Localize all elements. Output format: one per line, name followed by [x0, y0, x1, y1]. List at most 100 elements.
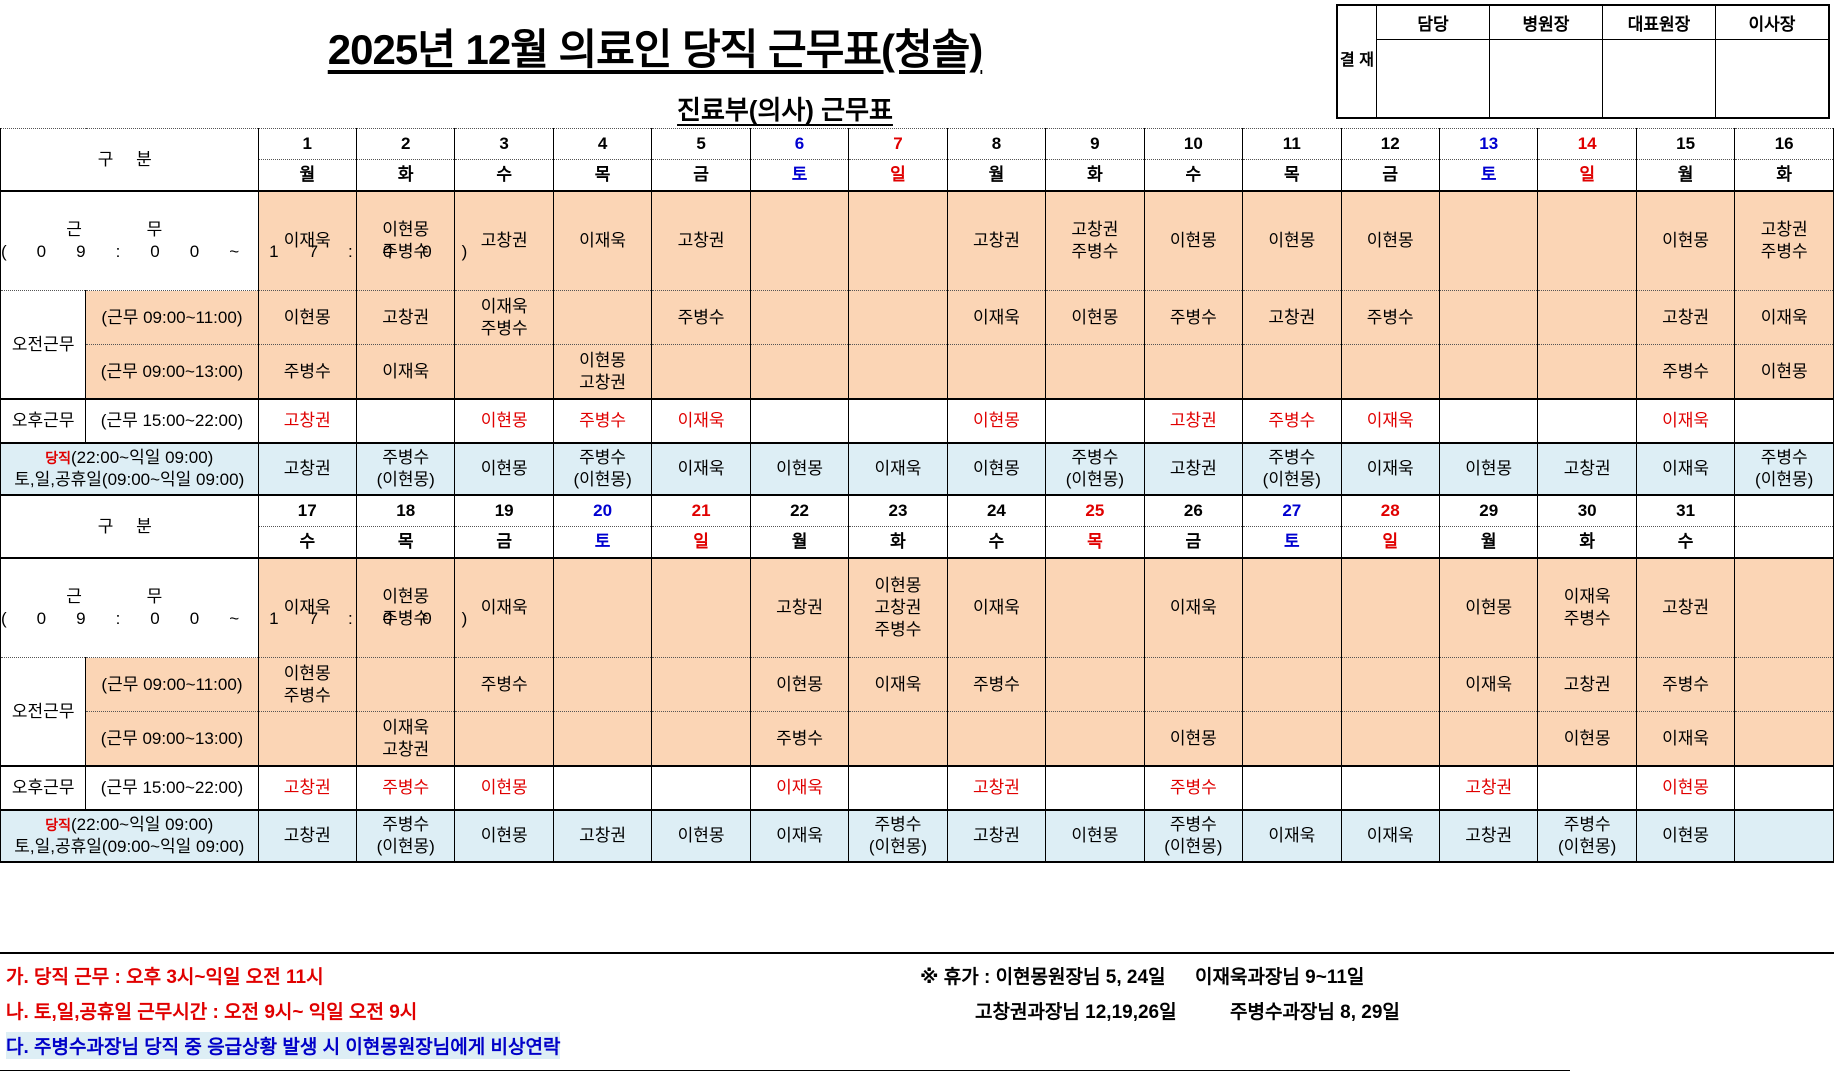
cell-morning-1-s2-13: 고창권: [1537, 657, 1637, 712]
cell-afternoon-1-s1-4: 이재욱: [651, 398, 751, 444]
cell-morning-1-s2-2: 주병수: [454, 657, 554, 712]
day-weekday-s1-9: 수: [1143, 159, 1244, 192]
cell-night-s2-9: 주병수 (이현몽): [1143, 809, 1244, 863]
day-weekday-s2-14: 수: [1635, 526, 1736, 559]
approval-sign-1[interactable]: [1489, 39, 1603, 119]
cell-morning-2-s1-4: [651, 344, 751, 400]
cell-day-shift-s1-15: 고창권 주병수: [1734, 190, 1834, 291]
day-weekday-s2-0: 수: [257, 526, 357, 559]
cell-day-shift-s2-10: [1242, 557, 1342, 658]
cell-morning-2-s1-7: [946, 344, 1047, 400]
cell-night-s2-0: 고창권: [257, 809, 357, 863]
approval-sign-3[interactable]: [1715, 39, 1830, 119]
cell-afternoon-1-s2-13: [1537, 765, 1637, 811]
cell-afternoon-1-s2-2: 이현몽: [454, 765, 554, 811]
cell-morning-2-s1-1: 이재욱: [355, 344, 456, 400]
cell-morning-2-s1-3: 이현몽 고창권: [552, 344, 653, 400]
day-weekday-s1-4: 금: [651, 159, 751, 192]
cell-day-shift-s1-0: 이재욱: [257, 190, 357, 291]
cell-morning-1-s1-0: 이현몽: [257, 290, 357, 345]
cell-day-shift-s1-6: [848, 190, 948, 291]
day-weekday-s1-7: 월: [946, 159, 1047, 192]
vacation-item-2: 이재욱과장님 9~11일: [1195, 967, 1365, 988]
cell-day-shift-s2-8: [1045, 557, 1145, 658]
cell-morning-2-s1-6: [848, 344, 948, 400]
approval-col-2: 대표원장: [1602, 4, 1716, 40]
cell-morning-1-s1-8: 이현몽: [1045, 290, 1145, 345]
cell-morning-1-s2-1: [355, 657, 456, 712]
cell-morning-1-s2-12: 이재욱: [1438, 657, 1539, 712]
cell-afternoon-1-s1-10: 주병수: [1242, 398, 1342, 444]
approval-sign-0[interactable]: [1376, 39, 1490, 119]
cell-night-s1-8: 주병수 (이현몽): [1045, 442, 1145, 496]
cell-night-s2-14: 이현몽: [1635, 809, 1736, 863]
day-weekday-s1-2: 수: [454, 159, 554, 192]
approval-sign-2[interactable]: [1602, 39, 1716, 119]
cell-morning-2-s1-2: [454, 344, 554, 400]
cell-night-s1-5: 이현몽: [749, 442, 850, 496]
cell-morning-1-s1-14: 고창권: [1635, 290, 1736, 345]
day-weekday-s2-13: 화: [1537, 526, 1637, 559]
cell-afternoon-1-s1-11: 이재욱: [1340, 398, 1440, 444]
cell-day-shift-s2-0: 이재욱: [257, 557, 357, 658]
cell-night-s1-6: 이재욱: [848, 442, 948, 496]
cell-morning-2-s2-12: [1438, 711, 1539, 767]
cell-night-s2-5: 이재욱: [749, 809, 850, 863]
cell-afternoon-1-s1-0: 고창권: [257, 398, 357, 444]
cell-day-shift-s2-12: 이현몽: [1438, 557, 1539, 658]
row-label-afternoon-group-s2: 오후근무: [0, 765, 87, 811]
night-label-main: 당직: [45, 817, 71, 834]
cell-morning-2-s2-1: 이재욱 고창권: [355, 711, 456, 767]
row-label-morning-1-s1: (근무 09:00~11:00): [85, 290, 259, 345]
day-weekday-s2-1: 목: [355, 526, 456, 559]
cell-afternoon-1-s2-8: [1045, 765, 1145, 811]
cell-night-s2-2: 이현몽: [454, 809, 554, 863]
cell-afternoon-1-s1-5: [749, 398, 850, 444]
day-weekday-s2-3: 토: [552, 526, 653, 559]
cell-day-shift-s1-7: 고창권: [946, 190, 1047, 291]
cell-morning-2-s2-10: [1242, 711, 1342, 767]
day-weekday-s2-4: 일: [651, 526, 751, 559]
day-number-s1-0: 1: [257, 128, 357, 160]
day-number-s1-6: 7: [848, 128, 948, 160]
day-number-s2-0: 17: [257, 494, 357, 527]
cell-morning-2-s2-4: [651, 711, 751, 767]
cell-morning-1-s1-15: 이재욱: [1734, 290, 1834, 345]
day-weekday-s2-15: [1734, 526, 1834, 559]
vacation-item-3: 고창권과장님 12,19,26일: [975, 1002, 1177, 1023]
cell-day-shift-s1-12: [1438, 190, 1539, 291]
cell-morning-1-s1-5: [749, 290, 850, 345]
cell-afternoon-1-s1-3: 주병수: [552, 398, 653, 444]
cell-morning-2-s2-6: [848, 711, 948, 767]
approval-col-0: 담당: [1376, 4, 1490, 40]
row-label-day-shift-s1: 근 무(09:00~17:00): [0, 190, 467, 291]
cell-morning-2-s1-13: [1537, 344, 1637, 400]
day-weekday-s2-5: 월: [749, 526, 850, 559]
cell-morning-1-s2-14: 주병수: [1635, 657, 1736, 712]
day-weekday-s2-12: 월: [1438, 526, 1539, 559]
day-number-s1-9: 10: [1143, 128, 1244, 160]
cell-afternoon-1-s2-14: 이현몽: [1635, 765, 1736, 811]
cell-morning-1-s2-4: [651, 657, 751, 712]
night-label-time: (22:00~익일 09:00): [70, 815, 214, 835]
day-number-s1-10: 11: [1242, 128, 1342, 160]
row-label-morning-group-s1: 오전근무: [0, 290, 87, 400]
cell-morning-1-s2-5: 이현몽: [749, 657, 850, 712]
row-label-afternoon-group-s1: 오후근무: [0, 398, 87, 444]
cell-morning-2-s1-12: [1438, 344, 1539, 400]
cell-morning-1-s2-8: [1045, 657, 1145, 712]
cell-day-shift-s2-7: 이재욱: [946, 557, 1047, 658]
cell-morning-1-s2-7: 주병수: [946, 657, 1047, 712]
day-number-s2-15: [1734, 494, 1834, 527]
cell-day-shift-s2-5: 고창권: [749, 557, 850, 658]
day-number-s1-5: 6: [749, 128, 850, 160]
cell-morning-2-s2-0: [257, 711, 357, 767]
day-number-s2-8: 25: [1045, 494, 1145, 527]
day-number-s2-10: 27: [1242, 494, 1342, 527]
cell-morning-1-s1-1: 고창권: [355, 290, 456, 345]
cell-afternoon-1-s2-1: 주병수: [355, 765, 456, 811]
cell-morning-2-s1-9: [1143, 344, 1244, 400]
day-weekday-s2-7: 수: [946, 526, 1047, 559]
page-title: 2025년 12월 의료인 당직 근무표(청솔): [327, 26, 983, 73]
